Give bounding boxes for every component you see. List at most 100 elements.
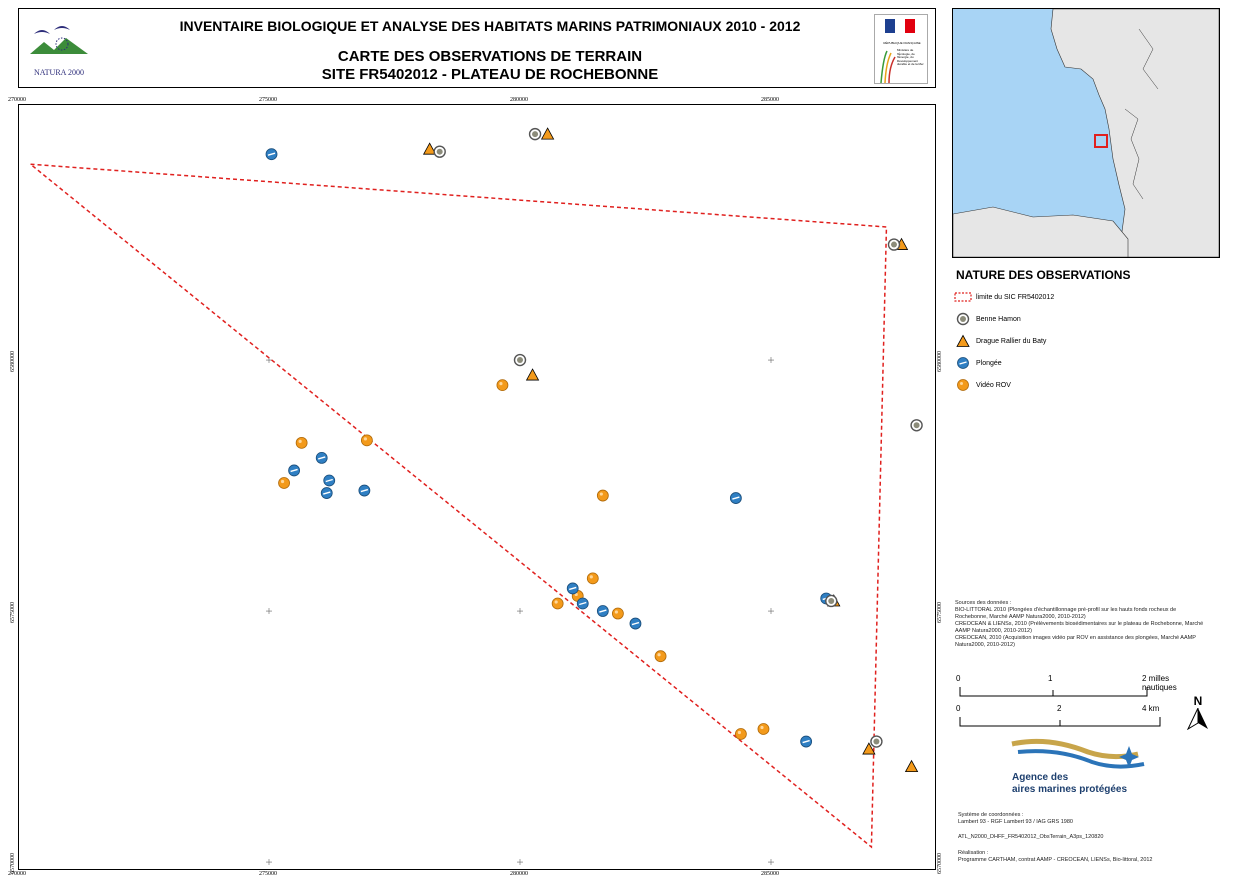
natura2000-logo: NATURA 2000: [24, 14, 94, 82]
main-map: [18, 104, 936, 870]
rov-point: [551, 597, 564, 610]
x-tick-bottom: 270000: [8, 871, 26, 877]
sources-block: Sources des données : BIO-LITTORAL 2010 …: [955, 600, 1225, 649]
grab-point: [910, 419, 923, 432]
dredge-point: [540, 127, 555, 140]
dive-point: [596, 605, 609, 617]
sources-line-3: AAMP Natura2000, 2010-2012): [955, 628, 1032, 634]
footer-block: Système de coordonnées : Lambert 93 - RG…: [958, 812, 1228, 864]
dive-point: [566, 582, 579, 595]
dredge-point: [862, 742, 876, 755]
rov-point: [596, 489, 609, 502]
grid-cross: [266, 859, 272, 866]
scale-bar-km: 0 2 4 km: [956, 704, 1206, 730]
grab-point: [513, 353, 527, 367]
observation-points: [265, 127, 923, 773]
x-tick-top: 275000: [259, 97, 277, 103]
x-tick-top: 270000: [8, 97, 26, 103]
inset-map-canvas: [953, 9, 1219, 257]
sources-line-1: Rochebonne, Marché AAMP Natura2000, 2010…: [955, 614, 1086, 620]
dive-point: [320, 487, 333, 499]
rov-point: [611, 607, 624, 620]
legend-item-boundary: limite du SIC FR5402012: [954, 290, 1214, 304]
legend: limite du SIC FR5402012 Benne Hamon Drag…: [954, 290, 1214, 392]
scale-km-0: 0: [956, 704, 961, 713]
y-tick-right: 6570000: [937, 853, 943, 875]
site-boundary: [30, 163, 888, 849]
dive-point: [315, 452, 328, 464]
north-arrow-icon: [1186, 707, 1208, 731]
north-label: N: [1193, 694, 1203, 708]
dive-point: [576, 597, 589, 610]
rov-point: [278, 477, 290, 489]
grab-point: [825, 594, 838, 608]
y-tick-left: 6580000: [10, 351, 16, 373]
dive-point: [729, 492, 742, 504]
dive-point: [800, 735, 813, 748]
y-tick-left: 6575000: [10, 602, 16, 624]
rov-point: [586, 572, 599, 585]
grid-cross: [768, 608, 774, 615]
x-tick-bottom: 275000: [259, 871, 277, 877]
x-tick-top: 285000: [761, 97, 779, 103]
x-tick-bottom: 285000: [761, 871, 779, 877]
north-arrow: N: [1186, 694, 1210, 731]
grab-point: [887, 238, 901, 251]
dredge-point: [525, 368, 540, 381]
marianne-icon: [885, 19, 915, 33]
agency-line2: aires marines protégées: [1012, 784, 1128, 795]
grid-cross: [517, 608, 523, 615]
legend-item-grab: Benne Hamon: [954, 312, 1214, 326]
file-name: ATL_N2000_DHFF_FR5402012_ObsTerrain_A3ps…: [958, 834, 1104, 840]
grab-point: [870, 735, 883, 748]
grid-cross: [517, 859, 523, 866]
legend-title: NATURE DES OBSERVATIONS: [956, 268, 1131, 282]
grid-crosses: [266, 357, 774, 866]
natura2000-label: NATURA 2000: [33, 68, 84, 77]
natura2000-icon: [24, 14, 94, 82]
site-boundary-line: [30, 163, 888, 849]
legend-item-dive: Plongée: [954, 356, 1214, 370]
sources-line-4: CREOCEAN, 2010 (Acquisition images vidéo…: [955, 635, 1196, 641]
sources-line-0: BIO-LITTORAL 2010 (Plongées d'échantillo…: [955, 607, 1177, 613]
dive-point: [323, 474, 336, 487]
sources-line-5: Natura2000, 2010-2012): [955, 642, 1015, 648]
compass-star-icon: [1119, 746, 1139, 768]
map-canvas: [18, 104, 936, 870]
realisation-value: Programme CARTHAM, contrat AAMP - CREOCE…: [958, 857, 1153, 863]
dredge-point: [904, 759, 919, 773]
scale-nm-2: 2 milles nautiques: [1142, 674, 1177, 692]
y-tick-right: 6575000: [937, 602, 943, 624]
legend-item-dredge: Drague Rallier du Baty: [954, 334, 1214, 348]
dashed-boundary-icon: [954, 290, 972, 304]
dive-point: [265, 148, 278, 161]
scale-nm-bar: [959, 687, 1148, 697]
grab-icon: [954, 312, 972, 326]
crs-value: Lambert 93 - RGF Lambert 93 / IAG GRS 19…: [958, 819, 1073, 825]
x-tick-top: 280000: [510, 97, 528, 103]
agency-wave-icon: [1011, 738, 1145, 769]
y-tick-right: 6580000: [937, 351, 943, 373]
scale-nm-1: 1: [1048, 674, 1053, 683]
crs-heading: Système de coordonnées :: [958, 812, 1024, 818]
x-tick-bottom: 280000: [510, 871, 528, 877]
inset-map: [952, 8, 1220, 258]
sources-heading: Sources des données :: [955, 600, 1012, 606]
header-frame: [18, 8, 936, 88]
rov-point: [734, 728, 747, 740]
realisation-heading: Réalisation :: [958, 850, 989, 856]
agency-line1: Agence des: [1012, 772, 1069, 783]
rov-point: [295, 436, 308, 449]
grid-cross: [266, 608, 272, 615]
scale-km-2: 4 km: [1142, 704, 1160, 713]
dredge-point: [422, 142, 437, 155]
ministry-logo: RÉPUBLIQUE FRANÇAISE Ministère de l'Écol…: [874, 14, 928, 84]
title-line1: INVENTAIRE BIOLOGIQUE ET ANALYSE DES HAB…: [179, 18, 801, 34]
rov-point: [360, 434, 373, 447]
dive-icon: [954, 356, 972, 370]
rov-point: [654, 650, 667, 663]
inset-location-marker: [1094, 134, 1108, 148]
grab-point: [433, 145, 446, 158]
rov-point: [757, 723, 770, 735]
scale-km-bar: [959, 717, 1161, 727]
